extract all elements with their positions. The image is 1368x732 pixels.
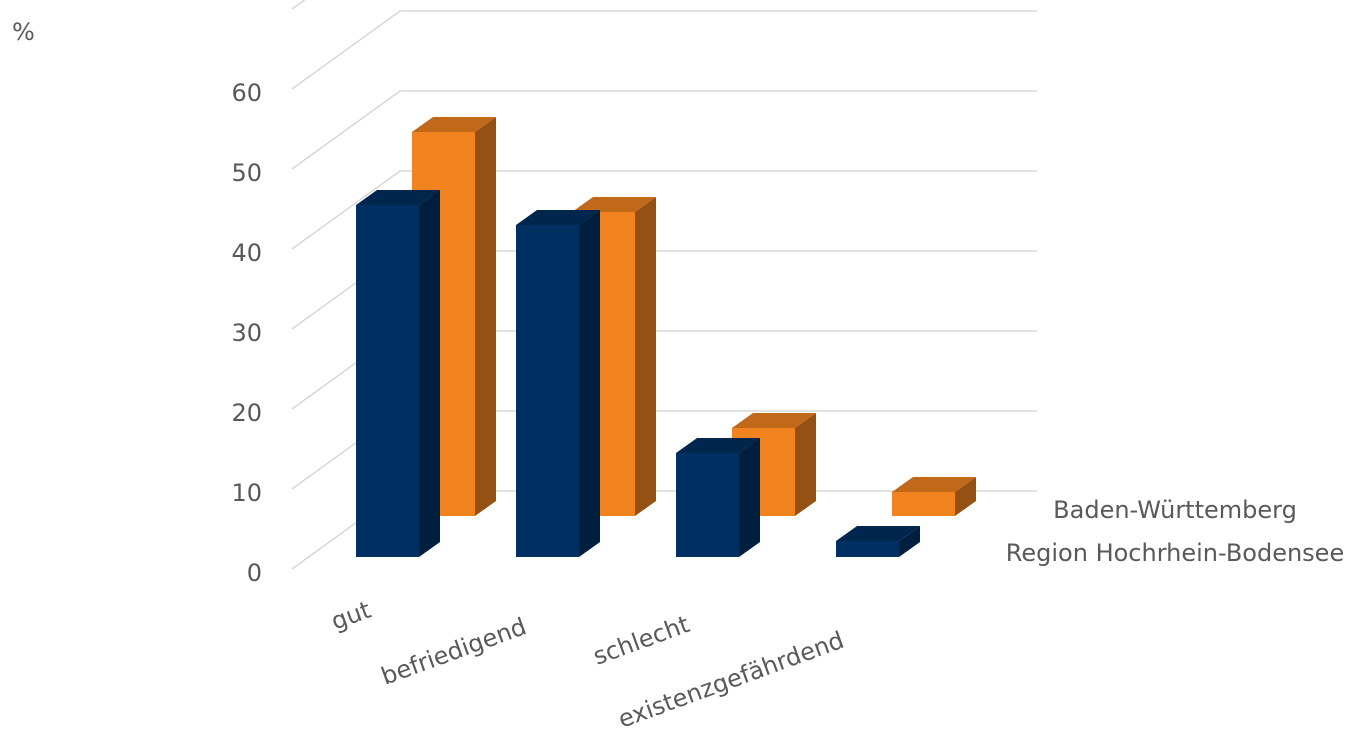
y-tick-label: 40 xyxy=(231,239,262,267)
bar-top xyxy=(892,477,976,492)
gridline-diagonal xyxy=(291,0,306,10)
bar-top xyxy=(676,438,760,453)
gridline-diagonal xyxy=(291,90,401,170)
x-tick-label: gut xyxy=(327,596,374,636)
bar-top xyxy=(572,197,656,212)
x-tick-label: befriedigend xyxy=(377,612,530,690)
y-tick-label: 10 xyxy=(231,479,262,507)
bar-side xyxy=(955,477,976,516)
bar-existenzgefährdend-front-series xyxy=(836,526,920,557)
y-tick-label: 30 xyxy=(231,319,262,347)
y-tick-label: 60 xyxy=(231,79,262,107)
y-axis-ticks: 0 10 20 30 40 50 60 xyxy=(231,79,262,587)
bar-side xyxy=(475,117,496,516)
bar-front xyxy=(676,453,739,557)
legend-entry-back-series: Baden-Württemberg xyxy=(1053,496,1297,524)
bar-front xyxy=(892,492,955,516)
gridline-diagonal xyxy=(291,170,401,250)
bars xyxy=(356,117,976,557)
bar-side xyxy=(899,526,920,557)
bar-side xyxy=(579,210,600,557)
bar-top xyxy=(836,526,920,541)
y-tick-label: 0 xyxy=(247,559,262,587)
bar-top xyxy=(732,413,816,428)
bar-front xyxy=(516,225,579,557)
bar-side xyxy=(795,413,816,516)
y-tick-label: 50 xyxy=(231,159,262,187)
bar-side xyxy=(419,190,440,557)
bar-schlecht-front-series xyxy=(676,438,760,557)
bar-top xyxy=(516,210,600,225)
bar-existenzgefährdend-back-series xyxy=(892,477,976,516)
bar-side xyxy=(635,197,656,516)
x-tick-label: schlecht xyxy=(589,610,693,671)
bar-top xyxy=(412,117,496,132)
legend: Baden-Württemberg Region Hochrhein-Bodens… xyxy=(1006,496,1344,567)
y-tick-label: 20 xyxy=(231,399,262,427)
bar-top xyxy=(356,190,440,205)
gridlines xyxy=(291,0,1037,570)
bar-front xyxy=(836,541,899,557)
bar-side xyxy=(739,438,760,557)
bar-gut-front-series xyxy=(356,190,440,557)
gridline-diagonal xyxy=(291,10,401,90)
bar-befriedigend-front-series xyxy=(516,210,600,557)
y-axis-label: % xyxy=(12,18,35,46)
x-axis-ticks: gut befriedigend schlechtexistenzgefährden… xyxy=(327,596,847,732)
legend-entry-front-series: Region Hochrhein-Bodensee xyxy=(1006,539,1344,567)
bar-front xyxy=(356,205,419,557)
